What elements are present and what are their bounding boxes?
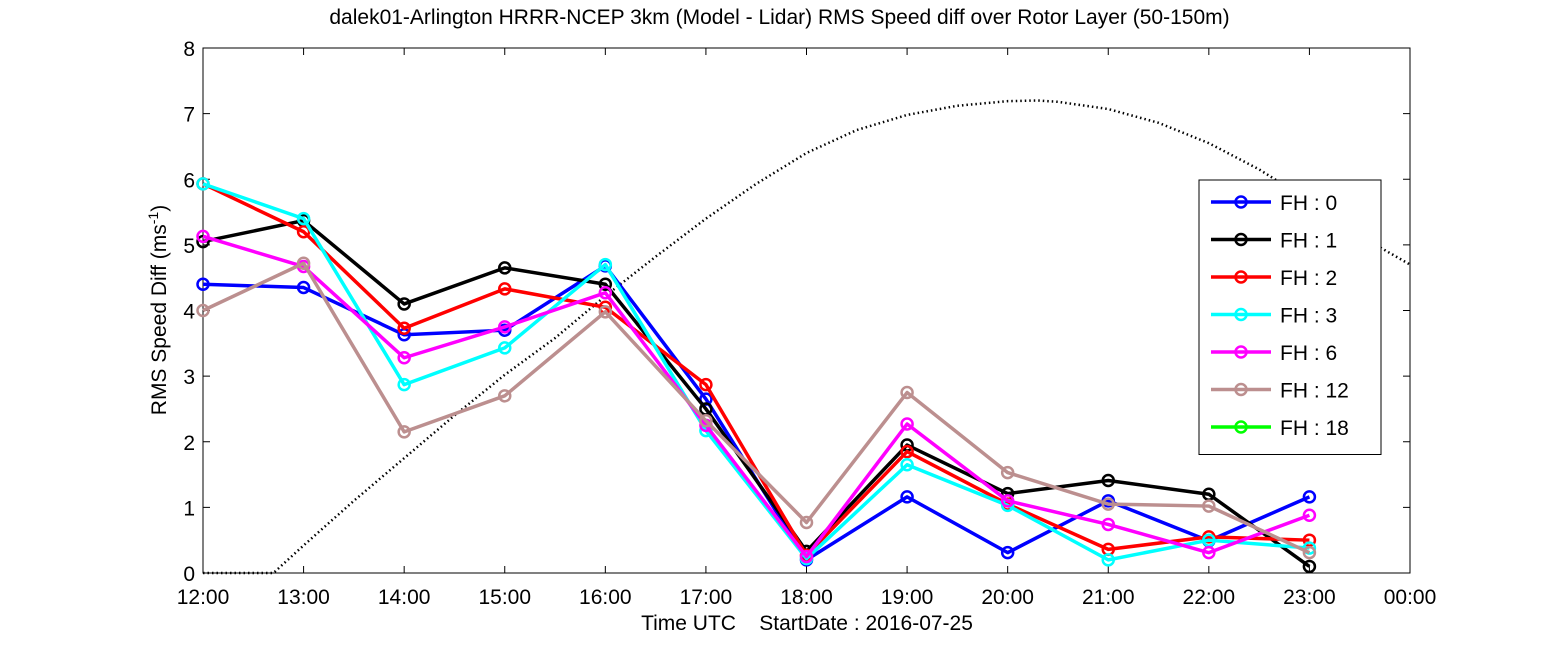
data-point-series-0 [1000, 545, 1015, 560]
legend-marker-swatch [1234, 195, 1248, 209]
data-point-series-3 [598, 257, 613, 272]
data-point-series-1 [1101, 473, 1115, 488]
x-tick-label: 16:00 [579, 586, 632, 609]
legend-entry-label: FH : 3 [1280, 305, 1337, 328]
legend-entry-label: FH : 0 [1280, 192, 1337, 215]
data-point-series-4 [900, 417, 914, 431]
data-point-series-4 [397, 351, 411, 365]
data-point-series-0 [900, 490, 914, 504]
reference-dotted-curve [203, 99, 1411, 575]
y-tick-label: 2 [183, 432, 195, 455]
data-point-series-5 [699, 414, 713, 428]
data-point-series-2 [498, 282, 512, 296]
data-point-series-5 [196, 303, 210, 318]
data-point-series-1 [397, 297, 411, 311]
y-tick-label: 0 [183, 563, 195, 586]
data-point-series-4 [799, 549, 814, 564]
data-point-series-2 [699, 377, 713, 392]
x-tick-label: 15:00 [478, 586, 531, 609]
x-tick-label: 19:00 [881, 586, 934, 609]
y-tick-label: 6 [183, 169, 195, 192]
legend-marker-swatch [1234, 345, 1248, 359]
y-tick-label: 4 [183, 301, 195, 324]
data-point-series-1 [196, 234, 210, 249]
legend-entry-label: FH : 1 [1280, 230, 1337, 253]
y-tick-label: 5 [183, 235, 195, 258]
x-tick-label: 20:00 [981, 586, 1034, 609]
data-point-series-1 [498, 261, 512, 275]
series-line-5 [202, 261, 1311, 555]
data-point-series-0 [1302, 490, 1317, 504]
x-tick-label: 18:00 [780, 586, 833, 609]
data-point-series-5 [1202, 499, 1216, 513]
data-point-series-4 [1101, 517, 1115, 532]
data-point-series-3 [1101, 553, 1115, 567]
legend-marker-swatch [1234, 307, 1248, 322]
chart-title: dalek01-Arlington HRRR-NCEP 3km (Model -… [329, 6, 1230, 29]
data-point-series-3 [498, 341, 512, 355]
legend-box [1198, 179, 1382, 455]
series-line-4 [202, 234, 1311, 559]
legend-marker-swatch [1234, 270, 1248, 284]
series-line-3 [202, 182, 1310, 562]
x-tick-label: 14:00 [378, 586, 431, 609]
data-point-series-5 [1101, 497, 1115, 511]
legend-entry-label: FH : 6 [1280, 342, 1337, 365]
data-point-series-0 [196, 277, 210, 291]
x-tick-label: 22:00 [1183, 586, 1236, 609]
data-point-series-4 [196, 229, 210, 244]
y-tick-label: 7 [183, 104, 195, 127]
data-point-series-3 [296, 211, 311, 226]
legend-marker-swatch [1234, 420, 1248, 434]
data-point-series-2 [1302, 533, 1317, 547]
legend-entry-label: FH : 12 [1280, 380, 1349, 403]
data-point-series-5 [397, 425, 411, 439]
x-tick-label: 21:00 [1082, 586, 1135, 609]
data-point-series-5 [799, 515, 814, 530]
data-point-series-3 [196, 177, 210, 191]
data-point-series-5 [296, 256, 311, 270]
data-point-series-5 [498, 389, 512, 403]
y-tick-label: 3 [183, 366, 195, 389]
data-point-series-0 [296, 280, 311, 295]
data-point-series-2 [900, 444, 914, 459]
data-point-series-2 [397, 321, 411, 335]
data-point-series-3 [1202, 533, 1216, 547]
x-tick-label: 17:00 [680, 586, 733, 609]
data-point-series-3 [900, 457, 914, 472]
legend-entry-label: FH : 18 [1280, 417, 1349, 440]
data-point-series-4 [498, 320, 512, 334]
x-axis-label: Time UTC StartDate : 2016-07-25 [641, 612, 973, 635]
data-point-series-1 [598, 277, 613, 291]
x-tick-label: 13:00 [277, 586, 330, 609]
data-point-series-4 [1202, 545, 1216, 560]
legend: FH : 0 FH : 1 FH : 2 FH : 3 FH : 6 FH : 12 FH … [1198, 179, 1382, 455]
data-point-series-4 [1302, 508, 1317, 522]
legend-marker-swatch [1234, 382, 1248, 397]
series-line-1 [202, 218, 1311, 568]
y-tick-label: 1 [183, 497, 195, 520]
data-point-series-4 [598, 286, 613, 300]
x-tick-label: 23:00 [1283, 586, 1336, 609]
data-point-series-3 [1302, 541, 1317, 555]
data-point-series-5 [1000, 465, 1015, 480]
data-point-series-5 [900, 385, 914, 400]
data-point-series-5 [1302, 545, 1317, 560]
data-point-series-3 [397, 377, 411, 392]
legend-entry-label: FH : 2 [1280, 267, 1337, 290]
data-point-series-1 [1302, 559, 1317, 574]
x-tick-label: 12:00 [177, 586, 230, 609]
data-point-series-5 [598, 305, 613, 319]
x-tick-label: 00:00 [1384, 586, 1437, 609]
data-point-series-2 [296, 225, 311, 239]
y-tick-label: 8 [183, 38, 195, 61]
data-point-series-4 [1000, 494, 1015, 508]
legend-marker-swatch [1234, 232, 1248, 247]
